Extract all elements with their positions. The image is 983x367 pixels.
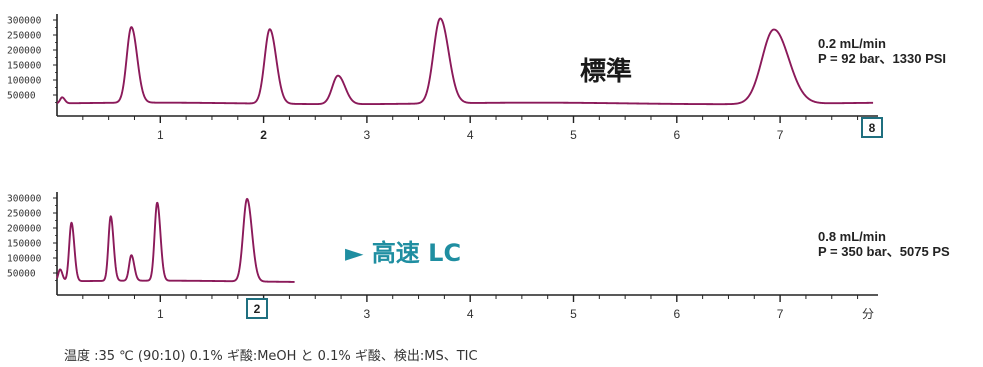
boxed-marker-label: 8	[869, 121, 876, 135]
y-tick-label: 150000	[7, 61, 42, 72]
x-tick-label: 1	[157, 128, 164, 142]
y-tick-label: 200000	[7, 46, 42, 57]
x-tick-label: 6	[673, 307, 680, 321]
flow-rate-label: 0.8 mL/min	[818, 229, 886, 244]
x-tick-label: 3	[364, 307, 371, 321]
x-tick-label: 5	[570, 128, 577, 142]
chromatogram-trace	[56, 197, 296, 283]
x-axis-label: 分	[862, 307, 874, 321]
method-label: ► 高速 LC	[345, 239, 461, 267]
x-tick-label: 4	[467, 128, 474, 142]
y-tick-label: 300000	[7, 194, 42, 205]
x-tick-label: 1	[157, 307, 164, 321]
x-tick-label: 4	[467, 307, 474, 321]
pressure-label: P = 350 bar、5075 PS	[818, 244, 950, 259]
boxed-marker-label: 2	[254, 302, 261, 316]
boxed-marker-frame	[861, 117, 883, 138]
footnote-conditions: 温度 :35 ℃ (90:10) 0.1% ギ酸:MeOH と 0.1% ギ酸、…	[64, 349, 478, 364]
boxed-marker-frame	[246, 298, 268, 319]
y-tick-label: 50000	[7, 91, 36, 102]
x-tick-label: 2	[260, 128, 267, 142]
chromatogram-trace	[56, 17, 874, 106]
x-tick-label: 6	[673, 128, 680, 142]
y-tick-label: 300000	[7, 16, 42, 27]
y-tick-label: 200000	[7, 224, 42, 235]
chart-panel-standard: 300000 250000 200000 150000 100000 50000 1 2 3 4 5…	[7, 14, 946, 142]
x-tick-label: 5	[570, 307, 577, 321]
y-tick-label: 100000	[7, 254, 42, 265]
x-tick-label: 3	[364, 128, 371, 142]
y-tick-label: 250000	[7, 209, 42, 220]
y-tick-label: 50000	[7, 269, 36, 280]
x-tick-label: 7	[777, 128, 784, 142]
pressure-label: P = 92 bar、1330 PSI	[818, 51, 946, 66]
method-label: 標準	[580, 56, 632, 87]
y-tick-label: 100000	[7, 76, 42, 87]
y-tick-label: 150000	[7, 239, 42, 250]
chart-panel-fast-lc: 300000 250000 200000 150000 100000 50000 1 3 4 5 6…	[7, 192, 950, 321]
y-tick-label: 250000	[7, 31, 42, 42]
flow-rate-label: 0.2 mL/min	[818, 36, 886, 51]
x-tick-label: 7	[777, 307, 784, 321]
